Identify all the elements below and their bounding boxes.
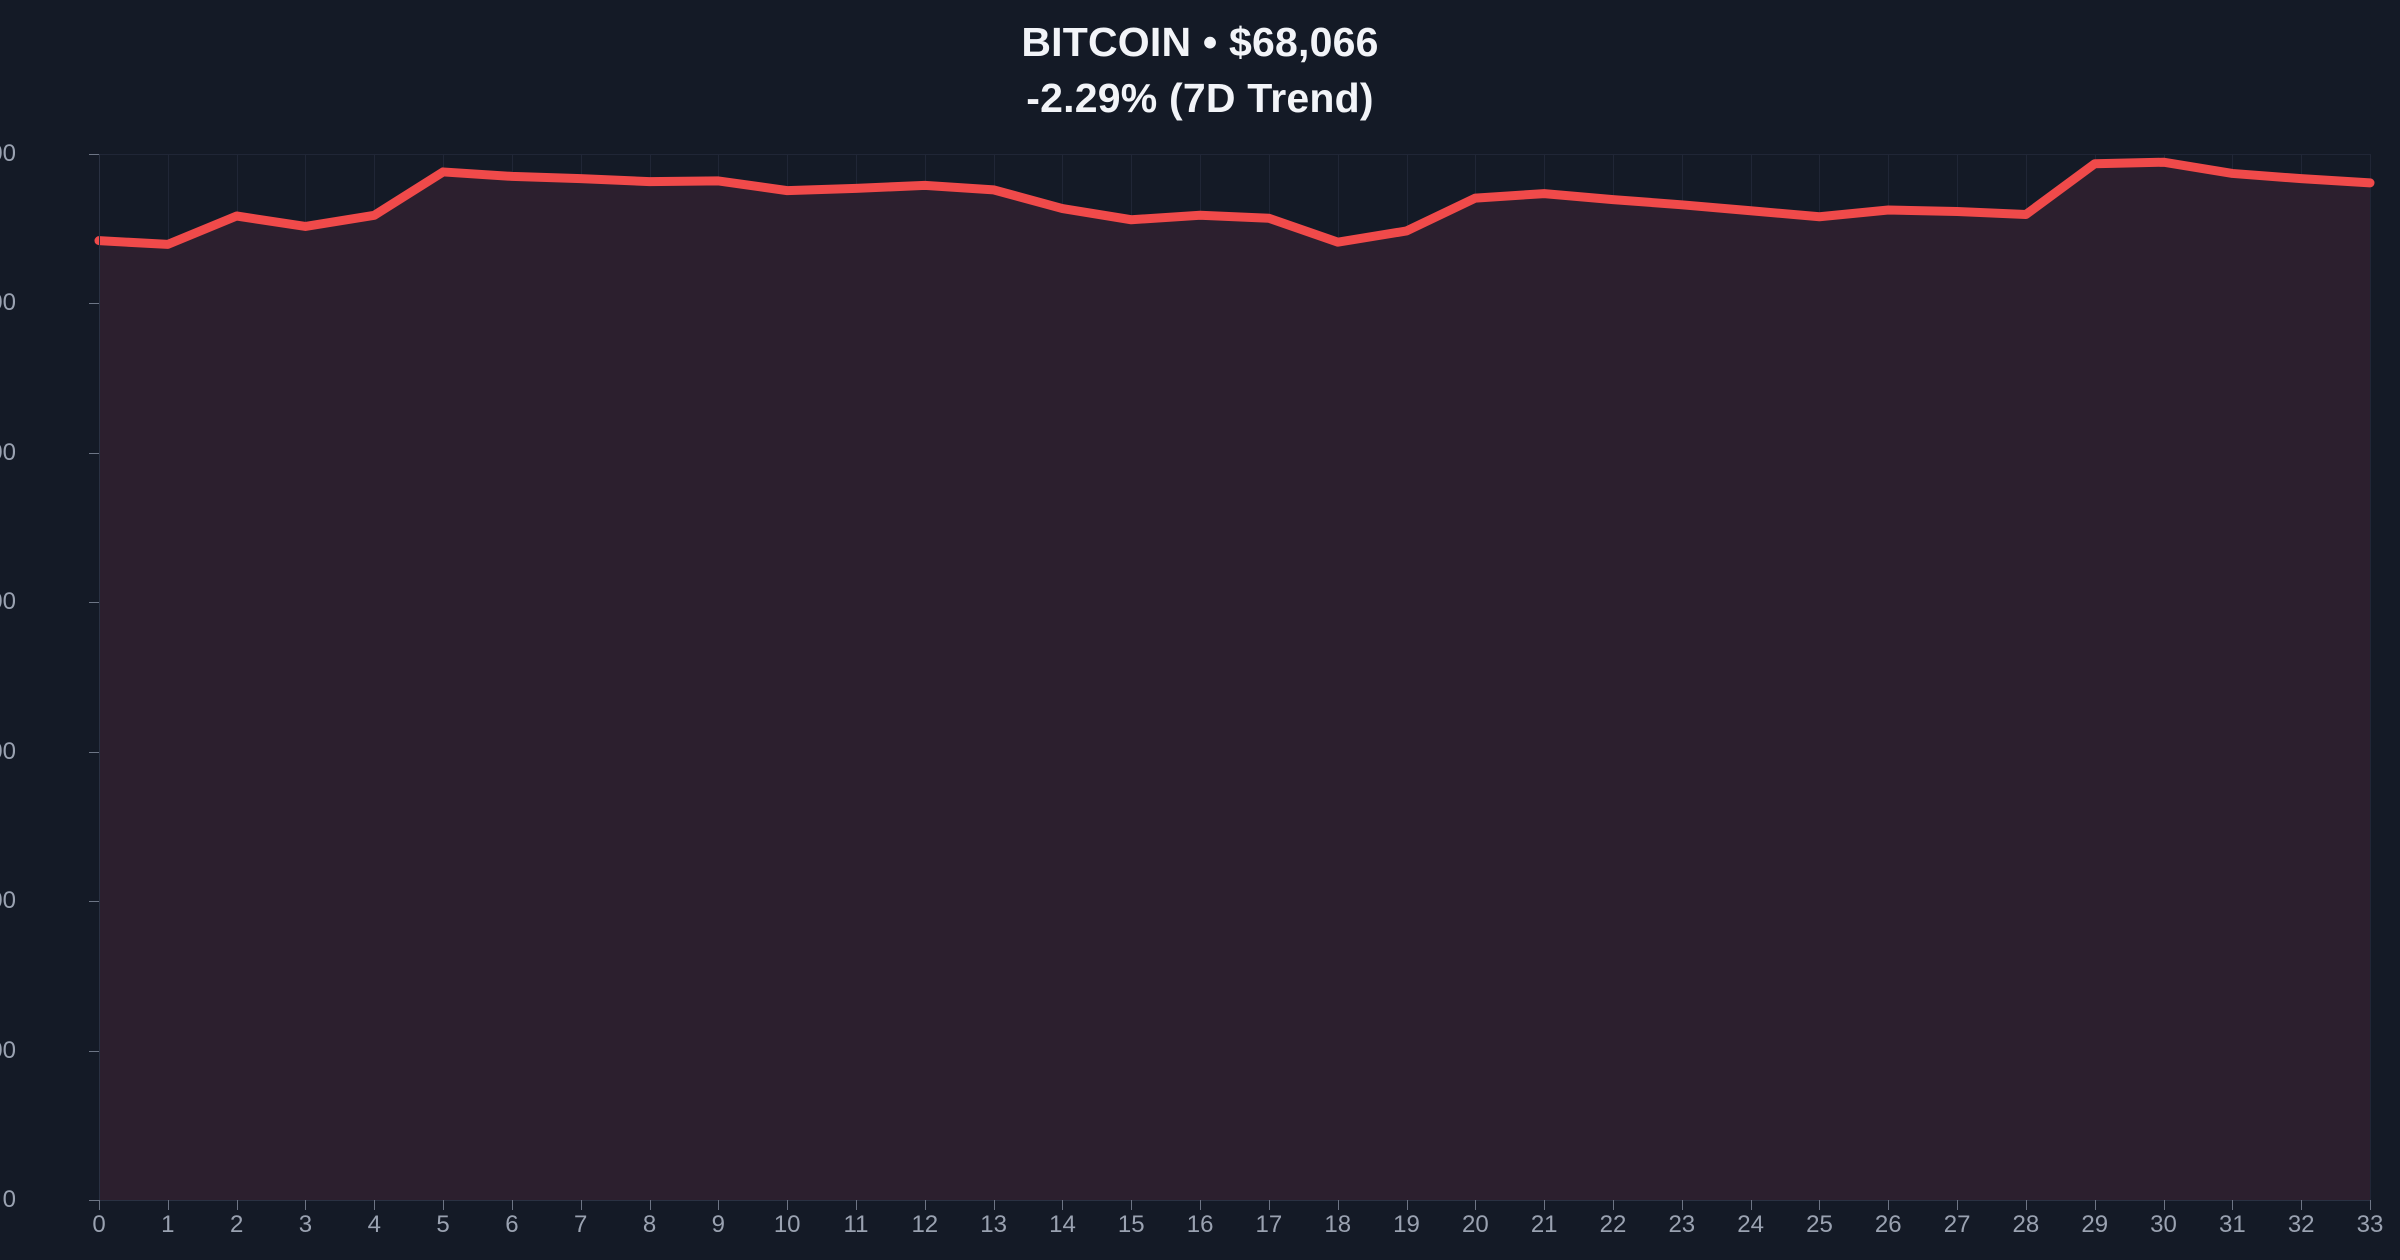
x-axis-tick-label: 1 (161, 1211, 175, 1238)
x-axis-tick-mark (511, 1200, 513, 1210)
x-axis-tick-label: 19 (1393, 1211, 1420, 1238)
x-axis-tick-mark (2025, 1200, 2027, 1210)
x-axis-tick-label: 20 (1462, 1211, 1489, 1238)
y-axis-tick-mark (89, 751, 99, 753)
x-axis-tick-label: 5 (436, 1211, 450, 1238)
x-axis-tick-mark (993, 1200, 995, 1210)
x-axis-tick-mark (167, 1200, 169, 1210)
x-axis-tick-mark (2301, 1200, 2303, 1210)
x-axis-tick-label: 22 (1599, 1211, 1627, 1238)
x-axis-tick-label: 32 (2287, 1211, 2315, 1238)
x-axis-tick-label: 28 (2012, 1211, 2040, 1238)
chart-title-line-1: BITCOIN • $68,066 (1021, 19, 1379, 65)
x-axis-tick-mark (1957, 1200, 1959, 1210)
x-axis-tick-mark (580, 1200, 582, 1210)
x-axis-tick-label: 24 (1737, 1211, 1764, 1238)
x-axis-tick-mark (1268, 1200, 1270, 1210)
y-axis-tick-mark (89, 1200, 99, 1201)
x-axis-tick-mark (1337, 1200, 1339, 1210)
x-axis-tick-label: 23 (1668, 1211, 1696, 1238)
y-axis-tick-label: 70000 (0, 140, 16, 167)
plot-area (94, 154, 2375, 1201)
y-axis-tick-label: 40000 (0, 588, 16, 616)
price-line (94, 157, 2375, 249)
x-axis-tick-mark (2094, 1200, 2096, 1210)
y-axis-tick-label: 20000 (0, 887, 16, 915)
x-axis-tick-mark (305, 1200, 307, 1210)
x-axis-tick-mark (2163, 1200, 2165, 1210)
y-axis-tick-label: 10000 (0, 1036, 16, 1064)
y-axis-tick-label: 0 (2, 1186, 16, 1213)
x-axis-tick-label: 26 (1874, 1211, 1902, 1238)
chart-title: BITCOIN • $68,066 -2.29% (7D Trend) (0, 14, 2400, 126)
x-axis-tick-label: 9 (711, 1211, 726, 1238)
y-axis-tick-label: 60000 (0, 289, 16, 317)
gridline-vertical (2370, 154, 2371, 1200)
x-axis-tick-label: 2 (229, 1211, 244, 1238)
gridline-horizontal (99, 154, 2370, 155)
y-axis-tick-mark (89, 602, 99, 604)
x-axis-tick-label: 7 (574, 1211, 588, 1238)
x-axis-tick-label: 3 (298, 1211, 313, 1238)
x-axis-tick-label: 25 (1806, 1211, 1833, 1238)
x-axis-tick-mark (1613, 1200, 1614, 1210)
x-axis-tick-label: 33 (2356, 1211, 2384, 1238)
x-axis-tick-label: 29 (2081, 1211, 2109, 1238)
line-chart-svg (94, 157, 2375, 1201)
x-axis-tick-mark (1819, 1200, 1821, 1210)
x-axis-tick-label: 15 (1117, 1211, 1145, 1238)
x-axis-tick-mark (2370, 1200, 2371, 1210)
x-axis-tick-mark (1131, 1200, 1133, 1210)
y-axis-tick-mark (89, 1050, 99, 1052)
y-axis-spine (99, 154, 100, 1200)
x-axis-tick-mark (99, 1200, 100, 1210)
y-axis-tick-label: 30000 (0, 737, 16, 765)
x-axis-tick-label: 18 (1324, 1211, 1352, 1238)
x-axis-tick-mark (1750, 1200, 1752, 1210)
x-axis-tick-mark (718, 1200, 720, 1210)
x-axis-tick-label: 27 (1943, 1211, 1971, 1238)
y-axis-tick-label: 50000 (0, 438, 16, 466)
x-axis-tick-label: 11 (843, 1211, 869, 1238)
x-axis-tick-label: 31 (2219, 1211, 2246, 1238)
x-axis-tick-mark (924, 1200, 926, 1210)
x-axis-tick-label: 4 (367, 1211, 381, 1238)
x-axis-tick-mark (236, 1200, 238, 1210)
x-axis-tick-mark (443, 1200, 445, 1210)
x-axis-spine (99, 1200, 2370, 1201)
x-axis-tick-mark (856, 1200, 857, 1210)
x-axis-tick-mark (2232, 1200, 2234, 1210)
x-axis-tick-label: 17 (1255, 1211, 1283, 1238)
x-axis-tick-label: 8 (642, 1211, 657, 1238)
y-axis-tick-mark (89, 303, 99, 305)
x-axis-tick-label: 14 (1049, 1211, 1076, 1238)
x-axis-tick-mark (374, 1200, 376, 1210)
x-axis-tick-mark (649, 1200, 651, 1210)
x-axis-tick-mark (1062, 1200, 1064, 1210)
x-axis-tick-mark (1681, 1200, 1683, 1210)
area-fill (99, 162, 2370, 1201)
x-axis-tick-mark (1475, 1200, 1477, 1210)
y-axis-tick-mark (89, 452, 99, 454)
x-axis-tick-label: 6 (505, 1211, 519, 1238)
chart-title-line-2: -2.29% (7D Trend) (1026, 75, 1374, 121)
x-axis-tick-label: 0 (92, 1211, 106, 1238)
x-axis-tick-label: 30 (2150, 1211, 2177, 1238)
x-axis-tick-label: 21 (1530, 1211, 1558, 1238)
x-axis-tick-mark (1888, 1200, 1890, 1210)
y-axis-tick-mark (89, 154, 99, 155)
x-axis-tick-mark (1544, 1200, 1546, 1210)
x-axis-tick-label: 12 (911, 1211, 939, 1238)
x-axis-tick-label: 13 (980, 1211, 1007, 1238)
x-axis-tick-mark (1406, 1200, 1408, 1210)
x-axis-tick-mark (787, 1200, 789, 1210)
x-axis-tick-label: 16 (1186, 1211, 1214, 1238)
x-axis-tick-label: 10 (773, 1211, 801, 1238)
x-axis-tick-mark (1200, 1200, 1202, 1210)
y-axis-tick-mark (89, 901, 99, 903)
